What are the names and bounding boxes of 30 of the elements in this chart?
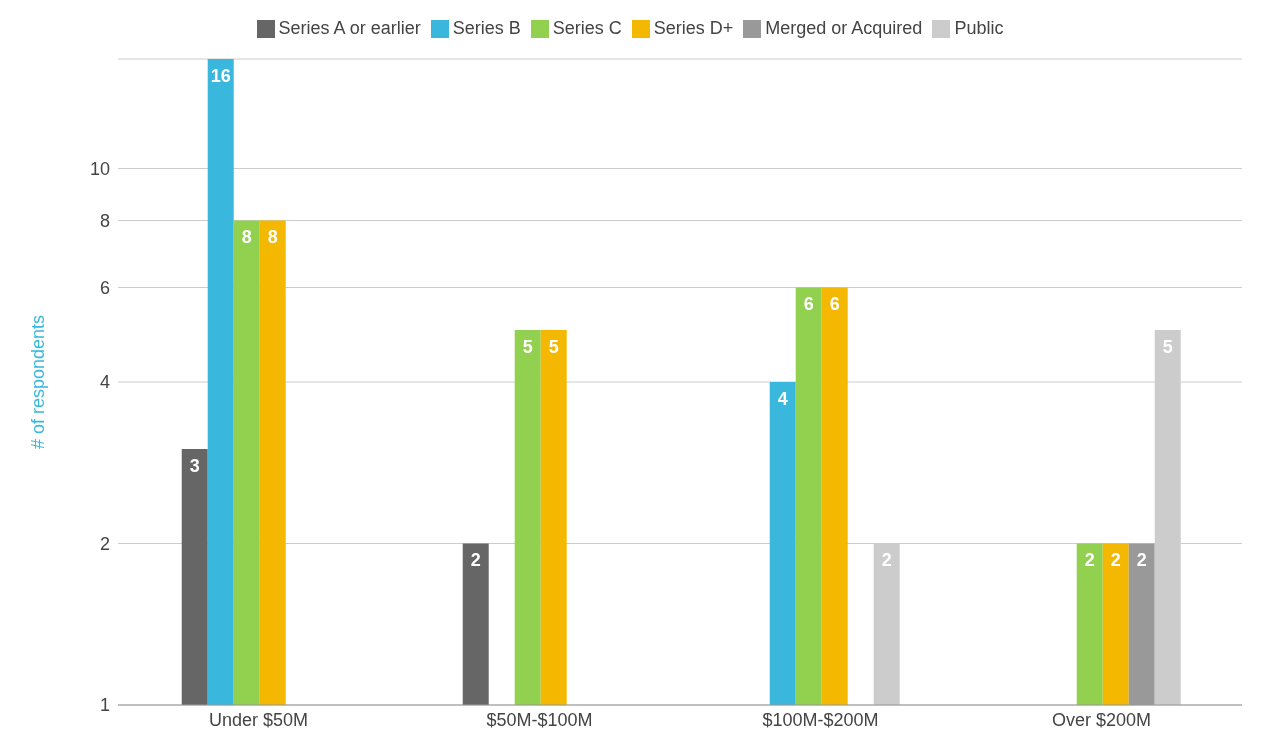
data-label: 2 — [470, 550, 481, 571]
x-tick-label: Over $200M — [1051, 709, 1152, 730]
x-tick-label: Under $50M — [208, 709, 309, 730]
data-label: 4 — [777, 388, 788, 409]
data-label: 5 — [548, 336, 559, 357]
y-tick-label: 1 — [99, 695, 110, 716]
y-tick-label: 6 — [99, 277, 110, 298]
y-tick-label: 10 — [89, 158, 110, 179]
legend-label: Series D+ — [653, 18, 734, 38]
legend-label: Merged or Acquired — [765, 18, 923, 38]
data-label: 2 — [1084, 550, 1095, 571]
data-label: 5 — [522, 336, 533, 357]
legend-label: Series C — [552, 18, 622, 38]
data-label: 6 — [829, 294, 840, 315]
legend-label: Series B — [452, 18, 521, 38]
data-label: 8 — [241, 227, 252, 248]
y-tick-label: 4 — [99, 372, 110, 393]
data-label: 6 — [803, 294, 814, 315]
data-label: 2 — [1136, 550, 1147, 571]
x-tick-label: $100M-$200M — [762, 709, 879, 730]
x-tick-label: $50M-$100M — [486, 709, 593, 730]
data-label: 8 — [267, 227, 278, 248]
y-axis-title: # of respondents — [28, 314, 49, 450]
data-label: 2 — [1110, 550, 1121, 571]
data-label: 16 — [210, 65, 231, 86]
legend-label: Public — [954, 18, 1004, 38]
legend-label: Series A or earlier — [278, 18, 421, 38]
data-label: 3 — [189, 455, 200, 476]
y-tick-label: 2 — [99, 533, 110, 554]
y-tick-label: 8 — [99, 210, 110, 231]
